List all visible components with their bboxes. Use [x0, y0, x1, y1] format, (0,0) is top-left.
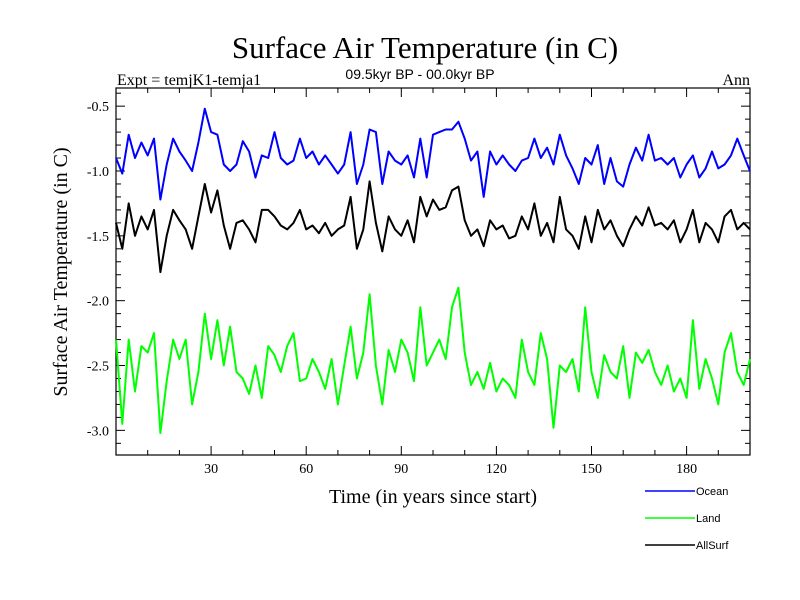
legend-label-ocean: Ocean: [696, 486, 728, 498]
series-lines: [115, 107, 751, 434]
x-tick-label: 120: [486, 462, 507, 477]
season-label: Ann: [722, 72, 750, 89]
series-line-ocean: [115, 107, 751, 201]
x-tick-label: 150: [581, 462, 602, 477]
series-line-allsurf: [115, 180, 751, 274]
x-tick-label: 180: [676, 462, 697, 477]
series-line-land: [115, 286, 751, 434]
y-tick-label: -3.0: [87, 424, 109, 439]
x-tick-label: 90: [394, 462, 408, 477]
y-tick-label: -2.5: [87, 360, 109, 375]
x-tick-label: 30: [204, 462, 218, 477]
plot-frame: [115, 87, 751, 456]
legend: Ocean Land AllSurf: [645, 486, 729, 552]
legend-label-land: Land: [696, 513, 720, 525]
y-tick-label: -0.5: [87, 100, 109, 115]
tick-labels: 30 60 90 120 150 180 -0.5 -1.0 -1.5 -2.0 -2.5 -3.0: [87, 100, 697, 477]
y-axis-label: Surface Air Temperature (in C): [50, 147, 72, 396]
chart-title: Surface Air Temperature (in C): [232, 30, 618, 65]
axis-ticks: [116, 88, 750, 455]
experiment-label: Expt = temjK1-temja1: [117, 72, 261, 89]
x-axis-label: Time (in years since start): [329, 486, 537, 508]
y-tick-label: -2.0: [87, 295, 109, 310]
legend-label-allsurf: AllSurf: [696, 540, 729, 552]
y-tick-label: -1.5: [87, 230, 109, 245]
period-label: 09.5kyr BP - 00.0kyr BP: [345, 66, 494, 82]
x-tick-label: 60: [299, 462, 313, 477]
y-tick-label: -1.0: [87, 165, 109, 180]
